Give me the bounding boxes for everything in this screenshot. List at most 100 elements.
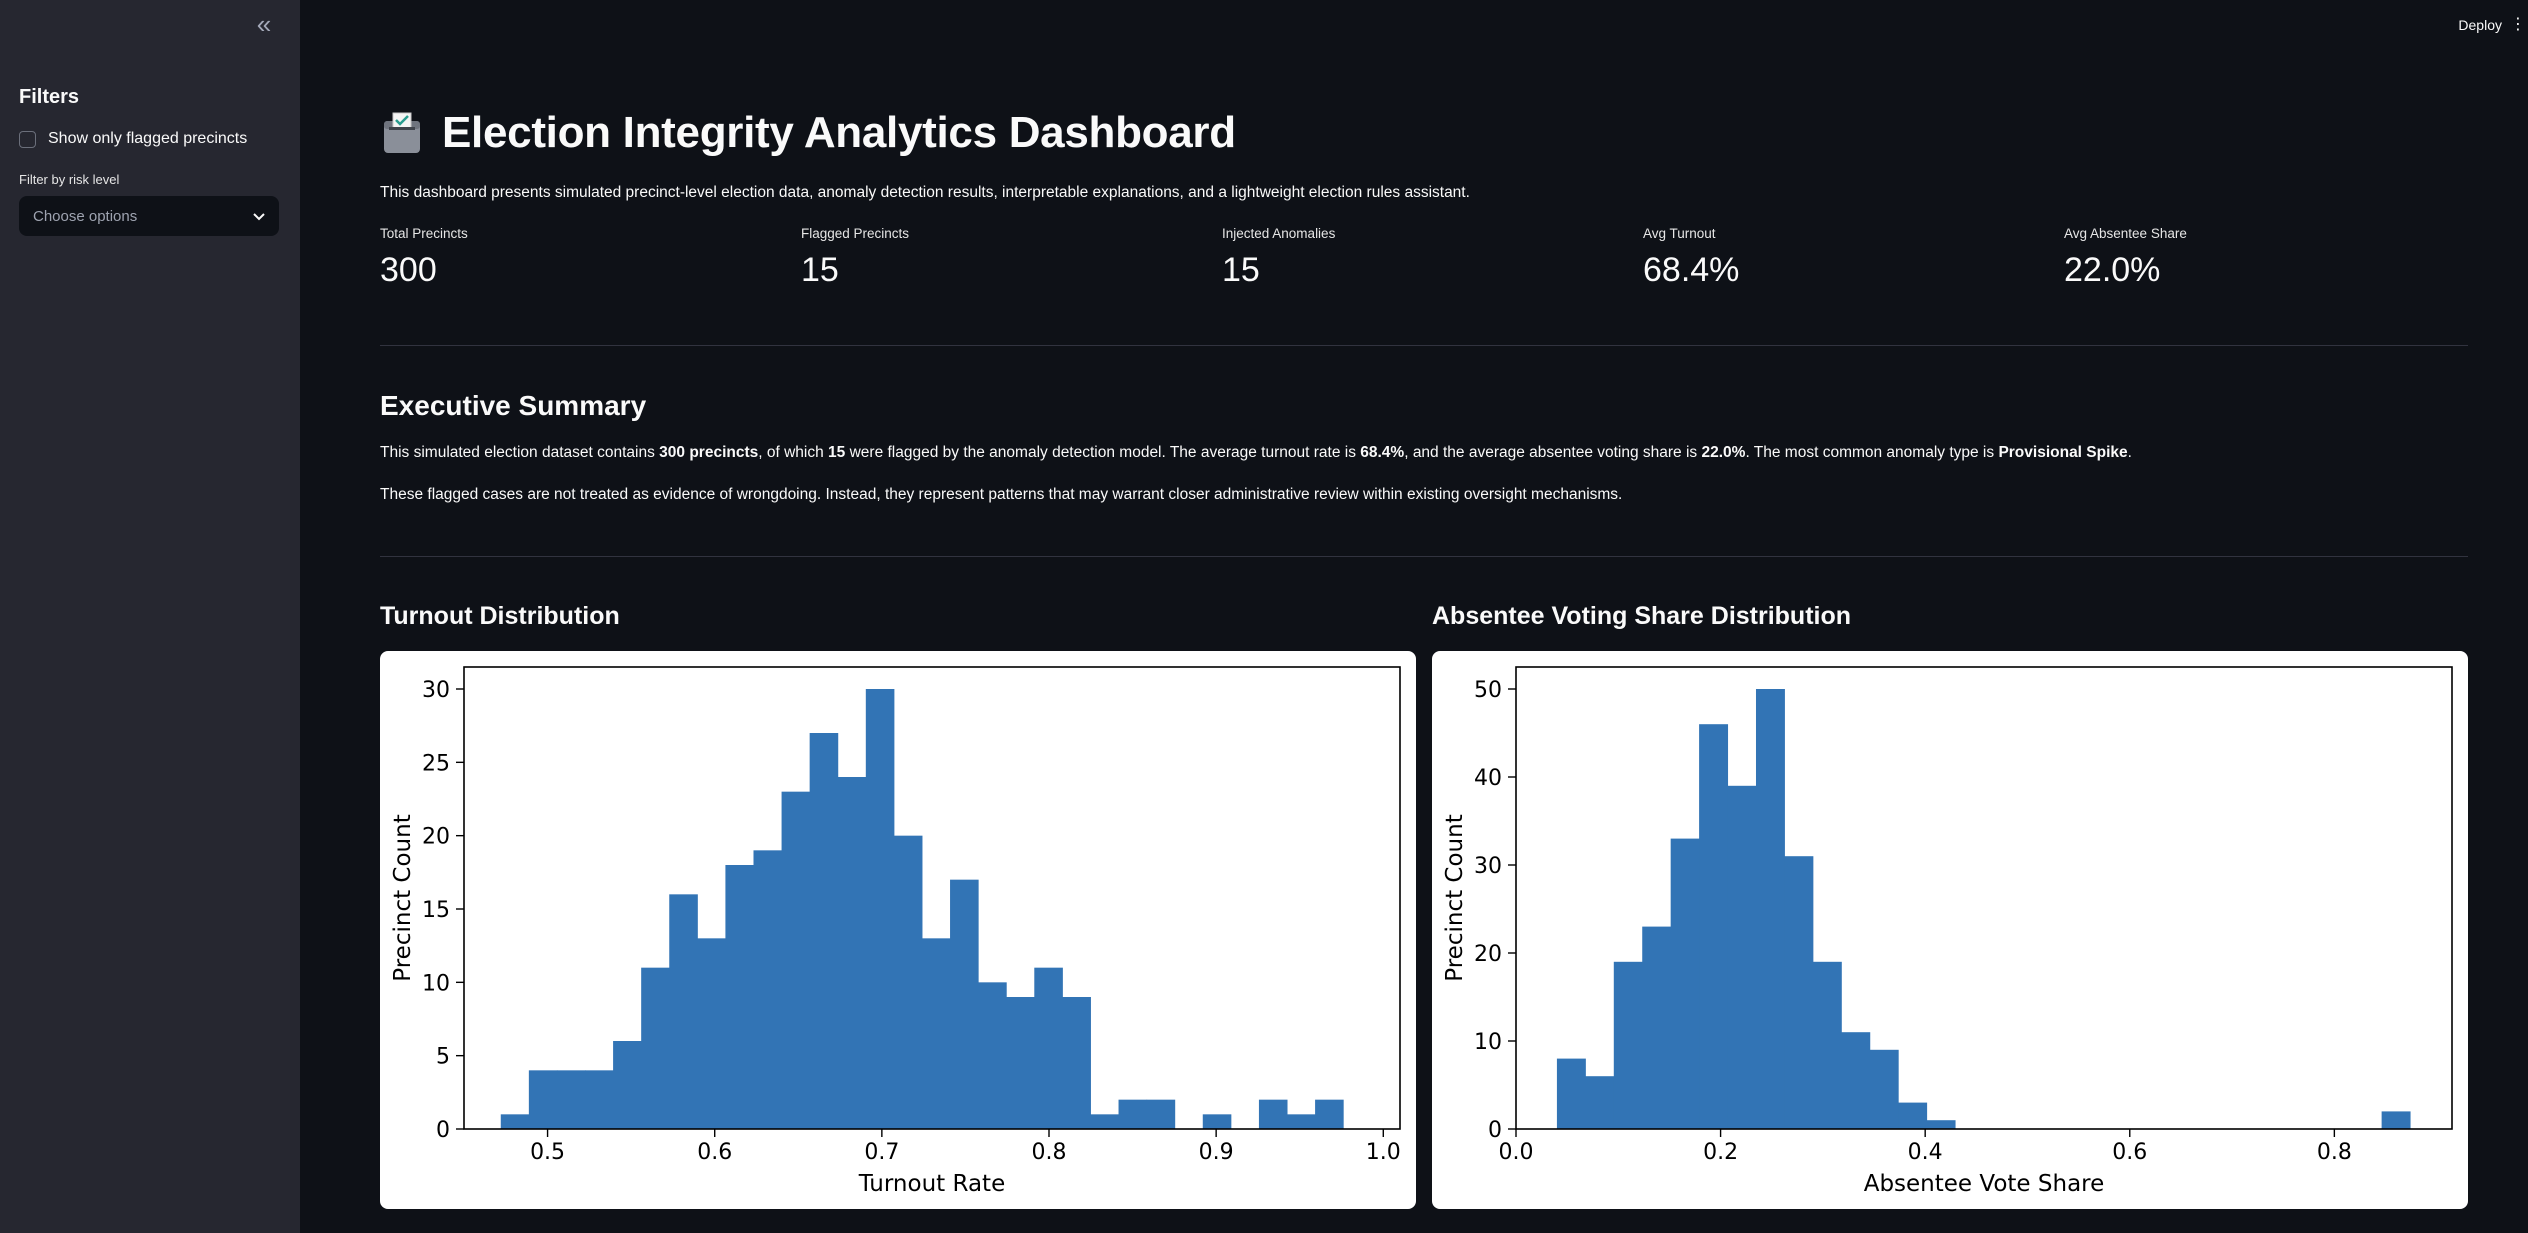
histogram-bar	[1727, 785, 1757, 1129]
histogram-bar	[585, 1070, 614, 1129]
risk-select-placeholder: Choose options	[33, 207, 138, 225]
metric-injected-anomalies: Injected Anomalies 15	[1222, 226, 1335, 290]
sidebar: « Filters Show only flagged precincts Fi…	[0, 0, 300, 1233]
histogram-bar	[1034, 967, 1063, 1129]
intro-text: This dashboard presents simulated precin…	[380, 184, 1470, 201]
risk-level-select[interactable]: Choose options	[19, 196, 279, 236]
metric-label: Injected Anomalies	[1222, 226, 1336, 241]
risk-filter-label: Filter by risk level	[19, 172, 120, 187]
sidebar-title: Filters	[19, 86, 80, 108]
turnout-histogram: 0.5 0.6 0.7 0.8 0.9 1.0 0 5 10 15 20 25 30 Turnout Ra…	[390, 666, 1401, 1197]
histogram-bar	[1699, 724, 1729, 1129]
y-tick-label: 0	[1488, 1118, 1502, 1143]
main-menu-icon[interactable]: ⋮	[2510, 16, 2526, 33]
y-tick-label: 30	[422, 678, 450, 703]
y-tick-label: 5	[436, 1045, 450, 1070]
histogram-bar	[556, 1070, 586, 1129]
histogram-bar	[1006, 997, 1035, 1129]
histogram-bar	[865, 689, 895, 1129]
deploy-button[interactable]: Deploy	[2458, 17, 2502, 33]
metric-total-precincts: Total Precincts 300	[380, 226, 468, 290]
x-tick-label: 0.6	[697, 1140, 732, 1165]
histogram-bar	[1202, 1114, 1232, 1129]
executive-summary-heading: Executive Summary	[380, 390, 647, 421]
metric-label: Total Precincts	[380, 226, 468, 241]
metric-flagged-precincts: Flagged Precincts 15	[801, 226, 909, 290]
y-tick-label: 20	[1474, 942, 1502, 967]
histogram-bar	[1613, 961, 1643, 1129]
y-axis-label: Precinct Count	[390, 814, 416, 981]
histogram-bar	[753, 850, 783, 1129]
y-tick-label: 25	[422, 751, 450, 776]
histogram-bar	[1755, 689, 1785, 1129]
x-tick-label: 0.5	[530, 1140, 565, 1165]
y-tick-label: 10	[422, 971, 450, 996]
absentee-chart-card: 0.0 0.2 0.4 0.6 0.8 0 10 20 30 40 50 Absentee Vote …	[1432, 651, 2468, 1209]
histogram-bar	[1869, 1049, 1899, 1129]
divider	[380, 345, 2468, 346]
metric-label: Avg Turnout	[1643, 226, 1716, 241]
x-tick-label: 0.8	[1032, 1140, 1067, 1165]
histogram-bar	[1090, 1114, 1120, 1129]
collapse-sidebar-icon[interactable]: «	[256, 9, 272, 39]
x-tick-label: 0.0	[1499, 1140, 1534, 1165]
histogram-bar	[1287, 1114, 1316, 1129]
y-tick-label: 20	[422, 825, 450, 850]
x-tick-label: 0.7	[864, 1140, 899, 1165]
histogram-bar	[1841, 1032, 1871, 1129]
y-tick-label: 50	[1474, 678, 1502, 703]
histogram-bar	[1258, 1099, 1288, 1129]
histogram-bar	[1642, 926, 1672, 1129]
histogram-bar	[921, 938, 951, 1129]
summary-paragraph-2: These flagged cases are not treated as e…	[380, 486, 1623, 503]
y-tick-label: 30	[1474, 854, 1502, 879]
turnout-chart-heading: Turnout Distribution	[380, 602, 620, 630]
metric-label: Avg Absentee Share	[2064, 226, 2187, 241]
turnout-chart-card: 0.5 0.6 0.7 0.8 0.9 1.0 0 5 10 15 20 25 30 Turnout Ra…	[380, 651, 1416, 1209]
x-tick-label: 0.2	[1703, 1140, 1738, 1165]
histogram-bar	[1062, 997, 1091, 1129]
checkbox-box[interactable]	[19, 130, 36, 148]
metric-avg-turnout: Avg Turnout 68.4%	[1643, 226, 1739, 290]
histogram-bar	[1926, 1120, 1956, 1129]
histogram-bar	[837, 777, 867, 1129]
y-tick-label: 40	[1474, 766, 1502, 791]
histogram-bar	[1784, 856, 1814, 1129]
histogram-bar	[1670, 838, 1700, 1129]
histogram-bar	[1315, 1099, 1344, 1129]
histogram-bar	[893, 835, 923, 1129]
histogram-bar	[2381, 1111, 2411, 1129]
summary-paragraph-1: This simulated election dataset contains…	[380, 444, 2132, 461]
histogram-bar	[725, 865, 754, 1129]
ballot-box-icon	[380, 111, 424, 155]
histogram-bar	[1556, 1058, 1586, 1129]
metric-label: Flagged Precincts	[801, 226, 910, 241]
y-tick-label: 0	[436, 1118, 450, 1143]
page-title-row: Election Integrity Analytics Dashboard	[380, 108, 1236, 158]
plot-frame	[1515, 666, 2453, 1130]
y-axis-label: Precinct Count	[1442, 814, 1468, 981]
chevron-down-icon	[253, 208, 265, 224]
metric-value: 300	[380, 251, 437, 289]
metric-value: 15	[1222, 251, 1260, 289]
histogram-bar	[528, 1070, 558, 1129]
flagged-only-checkbox[interactable]: Show only flagged precincts	[19, 130, 247, 148]
histogram-bar	[500, 1114, 530, 1129]
x-tick-label: 0.4	[1908, 1140, 1943, 1165]
histogram-bar	[1585, 1076, 1615, 1129]
histogram-bar	[1898, 1102, 1928, 1129]
plot-frame	[463, 666, 1401, 1130]
histogram-bar	[1812, 961, 1842, 1129]
histogram-bar	[950, 879, 979, 1129]
x-axis-label: Turnout Rate	[858, 1171, 1005, 1197]
histogram-bar	[641, 967, 670, 1129]
metric-value: 22.0%	[2064, 251, 2161, 289]
divider	[380, 556, 2468, 557]
metric-value: 15	[801, 251, 839, 289]
x-axis-label: Absentee Vote Share	[1864, 1171, 2105, 1197]
histogram-bar	[978, 982, 1007, 1129]
histogram-bar	[613, 1041, 642, 1129]
histogram-bar	[669, 894, 698, 1129]
metric-avg-absentee-share: Avg Absentee Share 22.0%	[2064, 226, 2187, 290]
y-tick-label: 15	[422, 898, 450, 923]
